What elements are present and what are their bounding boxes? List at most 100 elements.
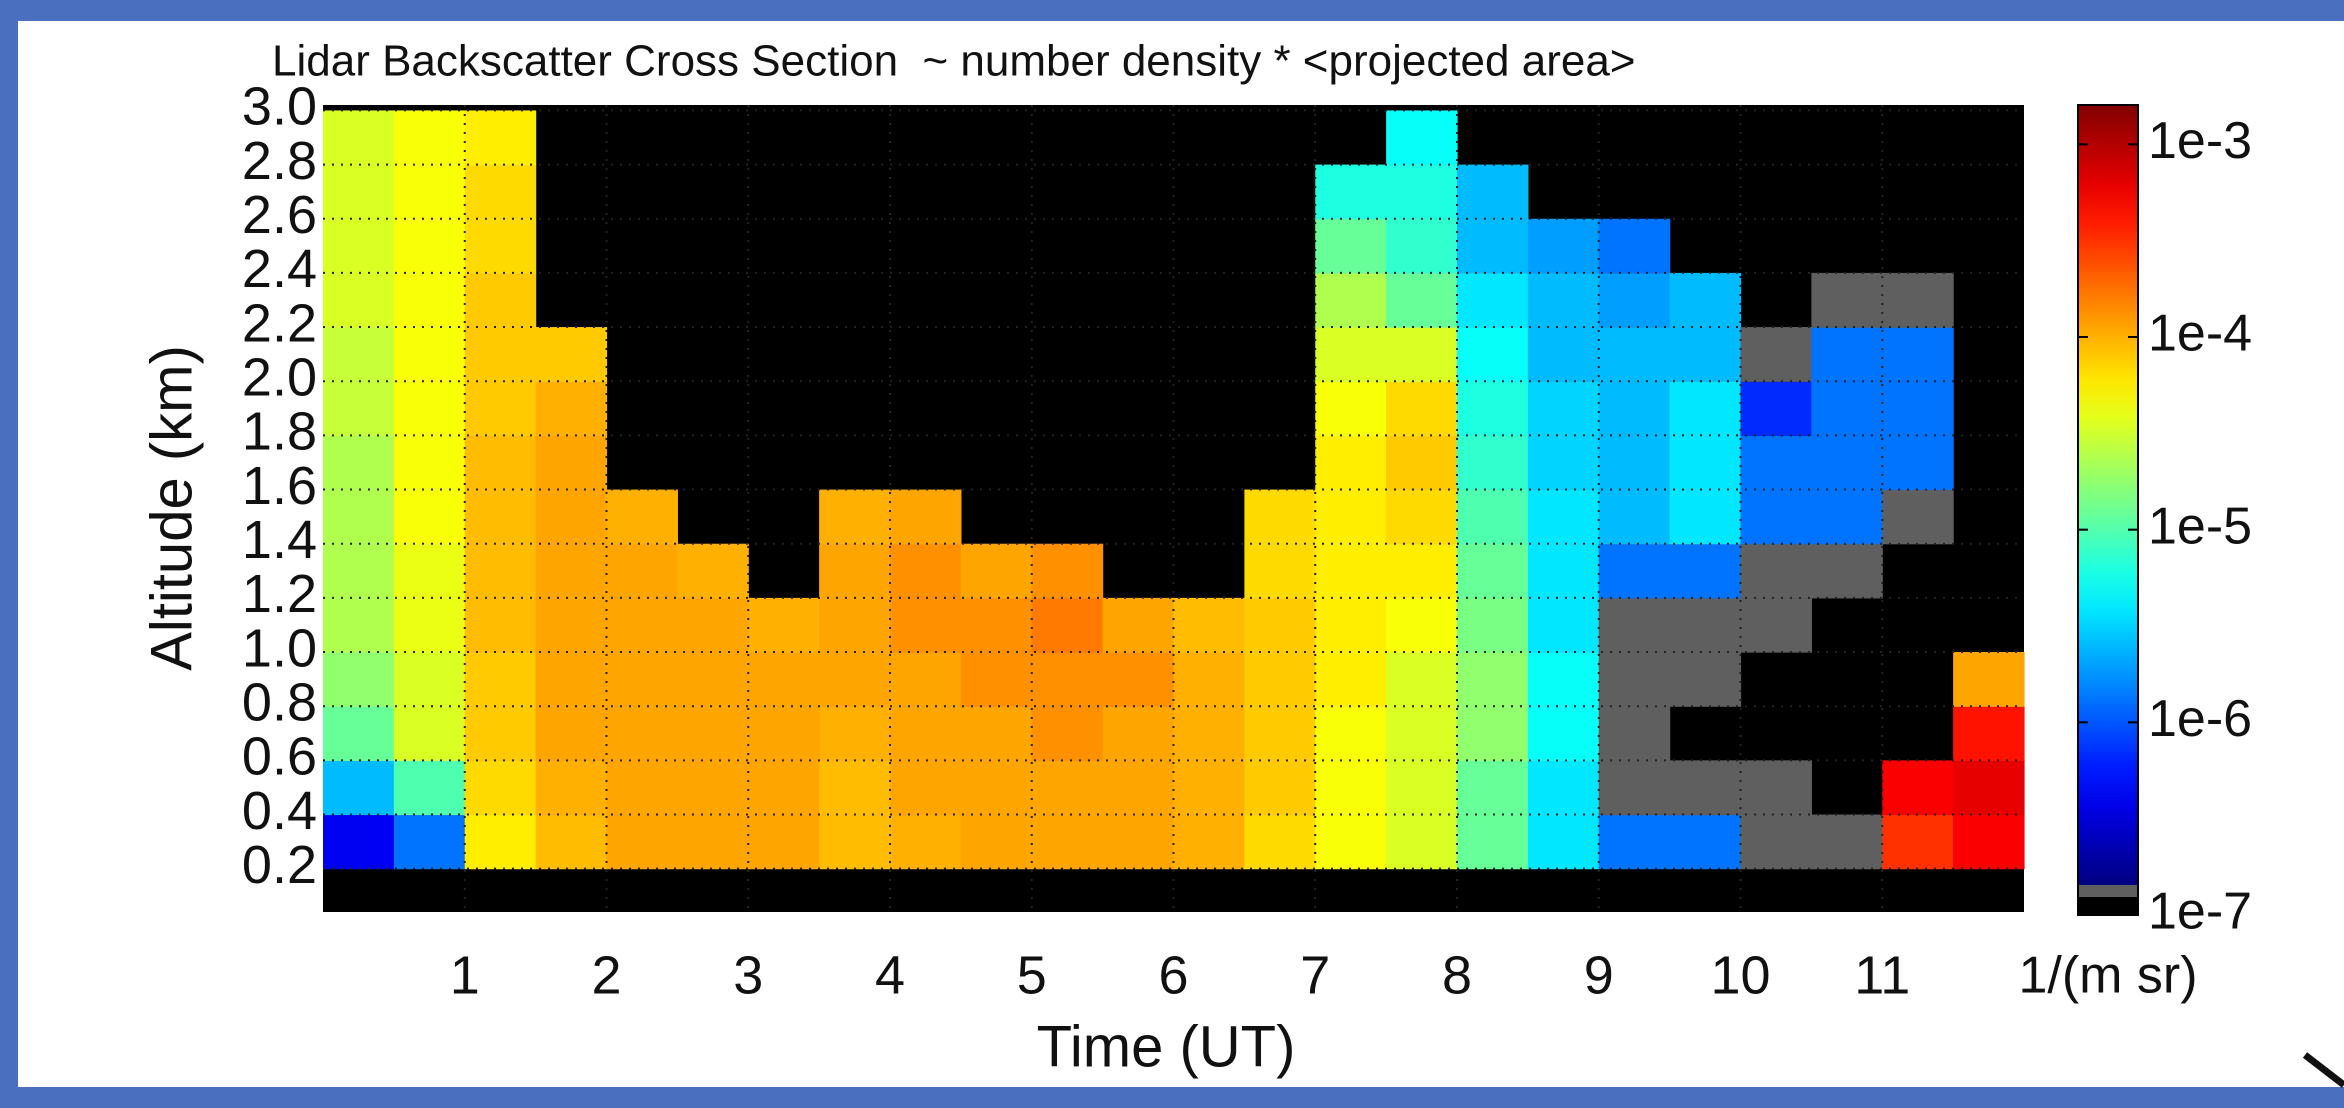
heatmap-cell bbox=[1882, 814, 1954, 870]
heatmap-cell bbox=[1598, 814, 1671, 870]
heatmap-cell bbox=[606, 760, 678, 816]
heatmap-cell bbox=[1811, 435, 1883, 491]
heatmap-cell bbox=[1527, 489, 1600, 545]
heatmap-cell bbox=[677, 814, 749, 870]
y-tick-label: 2.2 bbox=[242, 293, 317, 353]
heatmap-cell bbox=[1386, 272, 1458, 328]
y-tick-label: 3.0 bbox=[242, 77, 317, 137]
heatmap-cell bbox=[393, 706, 466, 761]
heatmap-cell bbox=[1457, 327, 1529, 382]
heatmap-cell bbox=[606, 706, 678, 761]
heatmap-cell bbox=[393, 272, 466, 328]
heatmap-cell bbox=[1386, 110, 1458, 166]
labels: 0.20.40.60.81.01.21.41.61.82.02.22.42.62… bbox=[242, 77, 2252, 1006]
heatmap-cell bbox=[1386, 597, 1458, 653]
heatmap-cell bbox=[1457, 435, 1529, 491]
heatmap-cell bbox=[464, 814, 537, 870]
heatmap-cell bbox=[1811, 381, 1883, 436]
x-tick-label: 6 bbox=[1158, 945, 1188, 1005]
heatmap-cell bbox=[1527, 760, 1600, 816]
heatmap-cell bbox=[677, 760, 749, 816]
heatmap-cell bbox=[464, 164, 537, 220]
heatmap-cell bbox=[1811, 543, 1883, 599]
colorbar-tick-label: 1e-7 bbox=[2148, 883, 2252, 941]
heatmap-cell bbox=[1811, 814, 1883, 870]
x-tick-label: 4 bbox=[875, 945, 905, 1005]
heatmap-cell bbox=[1527, 597, 1600, 653]
y-tick-label: 2.4 bbox=[242, 239, 317, 299]
heatmap-cell bbox=[1244, 543, 1316, 599]
heatmap-cell bbox=[1527, 272, 1600, 328]
heatmap-cell bbox=[323, 489, 395, 545]
heatmap-cell bbox=[1315, 760, 1387, 816]
y-tick-label: 2.0 bbox=[242, 347, 317, 407]
y-tick-label: 2.8 bbox=[242, 131, 317, 191]
y-tick-label: 1.0 bbox=[242, 618, 317, 678]
heatmap-cell bbox=[393, 814, 466, 870]
heatmap-cell bbox=[1173, 597, 1245, 653]
heatmap-cell bbox=[1527, 381, 1600, 436]
x-tick-label: 1 bbox=[450, 945, 480, 1005]
heatmap-cell bbox=[1173, 706, 1245, 761]
heatmap-cell bbox=[323, 814, 395, 870]
heatmap-cell bbox=[393, 164, 466, 220]
heatmap-cell bbox=[323, 164, 395, 220]
heatmap-cell bbox=[535, 760, 608, 816]
heatmap-cell bbox=[1386, 760, 1458, 816]
x-tick-label: 5 bbox=[1017, 945, 1047, 1005]
heatmap-cell bbox=[323, 218, 395, 274]
heatmap-cell bbox=[1315, 543, 1387, 599]
heatmap-cell bbox=[1315, 381, 1387, 436]
y-tick-label: 0.2 bbox=[242, 835, 317, 895]
heatmap-cell bbox=[1953, 760, 2025, 816]
heatmap-cell bbox=[1598, 597, 1671, 653]
heatmap-cell bbox=[323, 760, 395, 816]
heatmap-cell bbox=[1669, 652, 1742, 707]
heatmap-cell bbox=[1527, 814, 1600, 870]
heatmap-cell bbox=[1882, 327, 1954, 382]
y-tick-label: 0.4 bbox=[242, 781, 317, 841]
heatmap-cell bbox=[1457, 652, 1529, 707]
heatmap-cell bbox=[1598, 381, 1671, 436]
heatmap-cell bbox=[1315, 272, 1387, 328]
heatmap-cell bbox=[1882, 489, 1954, 545]
heatmap-cell bbox=[1244, 706, 1316, 761]
heatmap-cell bbox=[1669, 814, 1742, 870]
heatmap-cell bbox=[1315, 435, 1387, 491]
heatmap-cell bbox=[1953, 706, 2025, 761]
y-tick-label: 1.4 bbox=[242, 510, 317, 570]
heatmap-cell bbox=[1031, 706, 1104, 761]
heatmap-cell bbox=[323, 272, 395, 328]
heatmap-cell bbox=[1457, 381, 1529, 436]
heatmap-cell bbox=[393, 327, 466, 382]
heatmap-cell bbox=[1173, 760, 1245, 816]
heatmap-cell bbox=[1740, 814, 1812, 870]
heatmap-cell bbox=[1669, 435, 1742, 491]
heatmap-cell bbox=[1031, 543, 1104, 599]
heatmap-cell bbox=[1102, 814, 1175, 870]
heatmap-cell bbox=[1457, 164, 1529, 220]
heatmap-cell bbox=[1031, 760, 1104, 816]
heatmap-cell bbox=[960, 760, 1033, 816]
heatmap-cell bbox=[1669, 543, 1742, 599]
heatmap-cell bbox=[393, 489, 466, 545]
y-tick-label: 1.2 bbox=[242, 564, 317, 624]
heatmap-cell bbox=[535, 597, 608, 653]
heatmap-cell bbox=[1315, 489, 1387, 545]
heatmap-cell bbox=[393, 110, 466, 166]
heatmap-cell bbox=[748, 706, 820, 761]
heatmap-cell bbox=[1031, 814, 1104, 870]
heatmap-cell bbox=[1457, 543, 1529, 599]
heatmap-cell bbox=[1244, 760, 1316, 816]
x-tick-label: 8 bbox=[1442, 945, 1472, 1005]
heatmap-cell bbox=[748, 597, 820, 653]
heatmap-cell bbox=[1598, 435, 1671, 491]
heatmap-cell bbox=[1031, 652, 1104, 707]
heatmap-cell bbox=[1811, 272, 1883, 328]
colorbar-label: 1/(m sr) bbox=[2018, 947, 2197, 1005]
heatmap-cell bbox=[1244, 814, 1316, 870]
heatmap-cell bbox=[890, 760, 962, 816]
heatmap-cell bbox=[1386, 543, 1458, 599]
heatmap-cell bbox=[1598, 272, 1671, 328]
